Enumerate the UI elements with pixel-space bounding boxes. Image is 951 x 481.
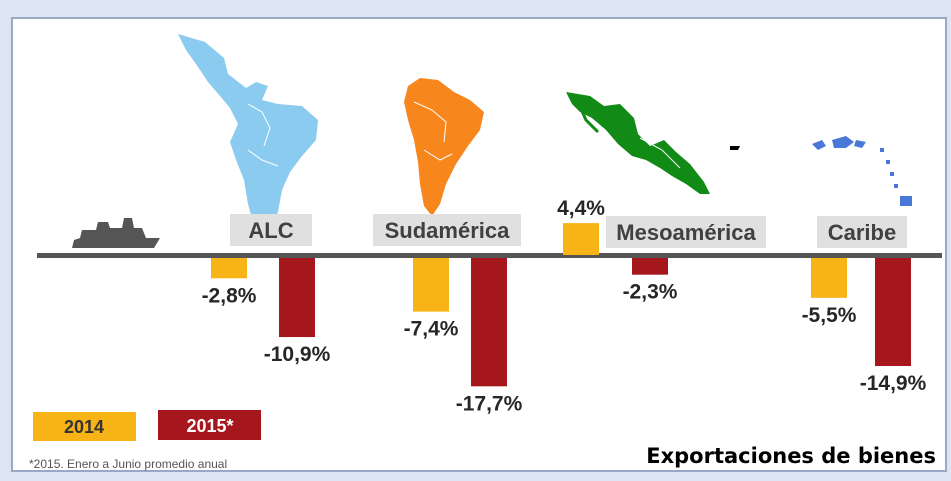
value-label: -5,5% xyxy=(802,304,857,327)
region-label-box xyxy=(373,214,521,246)
legend-label-2015: 2015* xyxy=(186,416,233,436)
region-label: Sudamérica xyxy=(385,218,510,243)
bar-2015-1 xyxy=(471,258,507,387)
legend-label-2014: 2014 xyxy=(64,417,104,437)
region-label: Caribe xyxy=(828,220,896,245)
legend-swatch-2014 xyxy=(33,412,136,441)
caribbean-map-icon xyxy=(812,136,912,206)
value-label: -2,8% xyxy=(202,284,257,307)
latin-america-map-icon xyxy=(178,34,318,244)
bar-2015-3 xyxy=(875,258,911,367)
legend: 2014 2015* xyxy=(33,410,261,441)
region-label: Mesoamérica xyxy=(616,220,756,245)
region-label-box xyxy=(817,216,907,248)
bar-2014-3 xyxy=(811,258,847,298)
cargo-ship-icon xyxy=(72,218,160,248)
region-label: ALC xyxy=(248,218,293,243)
footnote: *2015. Enero a Junio promedio anual xyxy=(29,457,227,471)
zero-axis-line xyxy=(37,253,942,258)
value-label: -14,9% xyxy=(860,372,927,395)
legend-swatch-2015 xyxy=(158,410,261,440)
bar-2015-2 xyxy=(632,258,668,275)
bar-2015-0 xyxy=(279,258,315,338)
chart-caption: Exportaciones de bienes xyxy=(646,444,936,468)
bar-2014-1 xyxy=(413,258,449,312)
south-america-map-icon xyxy=(404,78,484,216)
bar-2014-2 xyxy=(563,223,599,255)
region-label-box xyxy=(230,214,312,246)
value-label: -17,7% xyxy=(456,392,523,415)
bar-2014-0 xyxy=(211,258,247,279)
value-label: -10,9% xyxy=(264,343,331,366)
region-label-box xyxy=(606,216,766,248)
mesoamerica-map-icon xyxy=(566,92,740,194)
value-label: -2,3% xyxy=(623,281,678,304)
value-label: -7,4% xyxy=(404,318,459,341)
value-label: 4,4% xyxy=(557,197,605,220)
